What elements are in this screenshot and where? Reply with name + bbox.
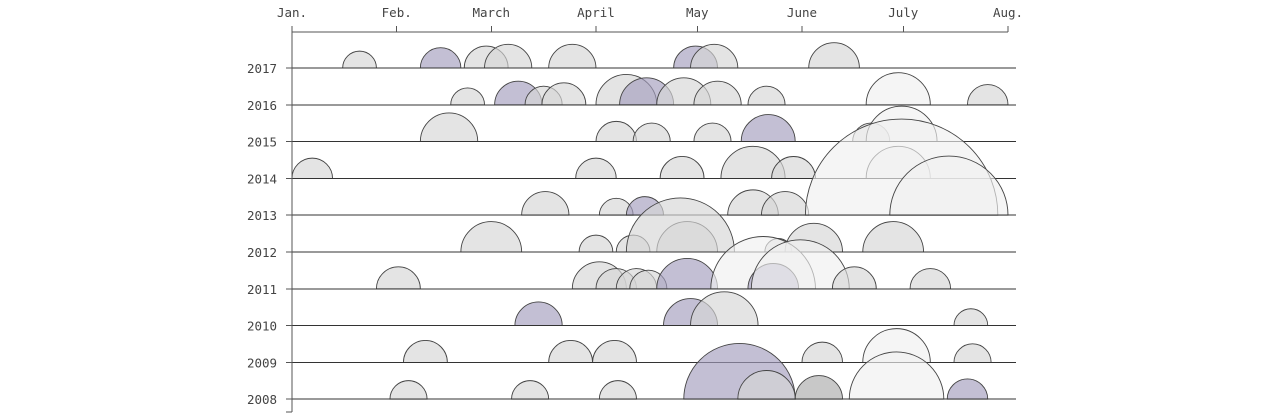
x-tick-label: July xyxy=(888,5,919,20)
event-arc xyxy=(693,80,742,106)
event-arc xyxy=(690,291,759,327)
x-tick-label: Feb. xyxy=(382,5,412,20)
event-arc xyxy=(656,258,718,290)
event-arc xyxy=(632,122,671,143)
row-2012 xyxy=(292,197,1016,253)
event-arc xyxy=(402,340,448,363)
event-arc xyxy=(521,191,570,216)
event-arc xyxy=(625,197,735,253)
year-label: 2015 xyxy=(247,135,277,150)
event-arc xyxy=(291,157,333,179)
event-arc xyxy=(450,87,485,106)
row-2016 xyxy=(292,72,1016,106)
rows xyxy=(291,42,1016,400)
event-arc xyxy=(808,42,860,69)
year-label: 2008 xyxy=(247,392,277,407)
event-arc xyxy=(659,155,705,179)
event-arc xyxy=(737,370,796,400)
year-label: 2014 xyxy=(247,171,277,186)
event-arc xyxy=(548,339,594,363)
event-arc xyxy=(740,114,796,143)
event-arc xyxy=(419,112,479,143)
event-arc xyxy=(747,85,786,106)
x-tick-label: April xyxy=(577,5,615,20)
x-axis: Jan. Feb. March April May June July Aug. xyxy=(277,5,1023,33)
event-arc xyxy=(848,351,945,400)
event-arc xyxy=(831,266,877,290)
x-tick-label: June xyxy=(787,5,817,20)
event-arc xyxy=(771,155,816,179)
event-arc xyxy=(460,221,523,253)
year-label: 2016 xyxy=(247,98,277,113)
event-arc xyxy=(598,380,637,400)
row-2008 xyxy=(292,343,1016,400)
event-arc xyxy=(541,82,587,106)
year-label: 2017 xyxy=(247,61,277,76)
event-arc xyxy=(909,268,952,290)
x-tick-label: Jan. xyxy=(277,5,307,20)
y-axis: 2017 2016 2015 2014 2013 2012 2011 2010 2009 2008 xyxy=(247,32,293,413)
event-arc xyxy=(484,43,533,69)
x-tick-label: March xyxy=(472,5,510,20)
event-arc xyxy=(693,122,732,143)
event-arc xyxy=(389,380,428,400)
event-arc xyxy=(578,234,614,253)
row-2013 xyxy=(292,118,1016,216)
year-label: 2012 xyxy=(247,245,277,260)
event-arc xyxy=(862,328,931,363)
event-arc xyxy=(862,221,925,253)
event-arc xyxy=(548,43,597,69)
row-2009 xyxy=(292,328,1016,363)
row-2011 xyxy=(292,236,1016,290)
x-tick-label: Aug. xyxy=(993,5,1023,20)
year-label: 2011 xyxy=(247,282,277,297)
event-arc xyxy=(946,378,989,400)
event-arc xyxy=(690,43,739,69)
event-arc xyxy=(801,341,843,363)
event-arc xyxy=(375,266,421,290)
event-arc xyxy=(514,301,563,327)
event-arc xyxy=(889,155,1009,216)
row-2010 xyxy=(292,291,1016,327)
year-label: 2013 xyxy=(247,208,277,223)
event-arc xyxy=(342,50,377,69)
row-2017 xyxy=(292,42,1016,69)
event-arc xyxy=(592,339,637,363)
event-arc xyxy=(865,72,931,106)
event-arc xyxy=(953,343,992,363)
event-arc xyxy=(419,47,462,69)
event-arc xyxy=(575,157,617,179)
year-label: 2010 xyxy=(247,319,277,334)
event-arc xyxy=(967,84,1009,106)
event-arc xyxy=(953,308,989,327)
event-arc xyxy=(595,120,637,143)
x-tick-label: May xyxy=(686,5,709,20)
event-arc xyxy=(794,375,843,400)
event-arc xyxy=(511,380,550,400)
year-label: 2009 xyxy=(247,355,277,370)
